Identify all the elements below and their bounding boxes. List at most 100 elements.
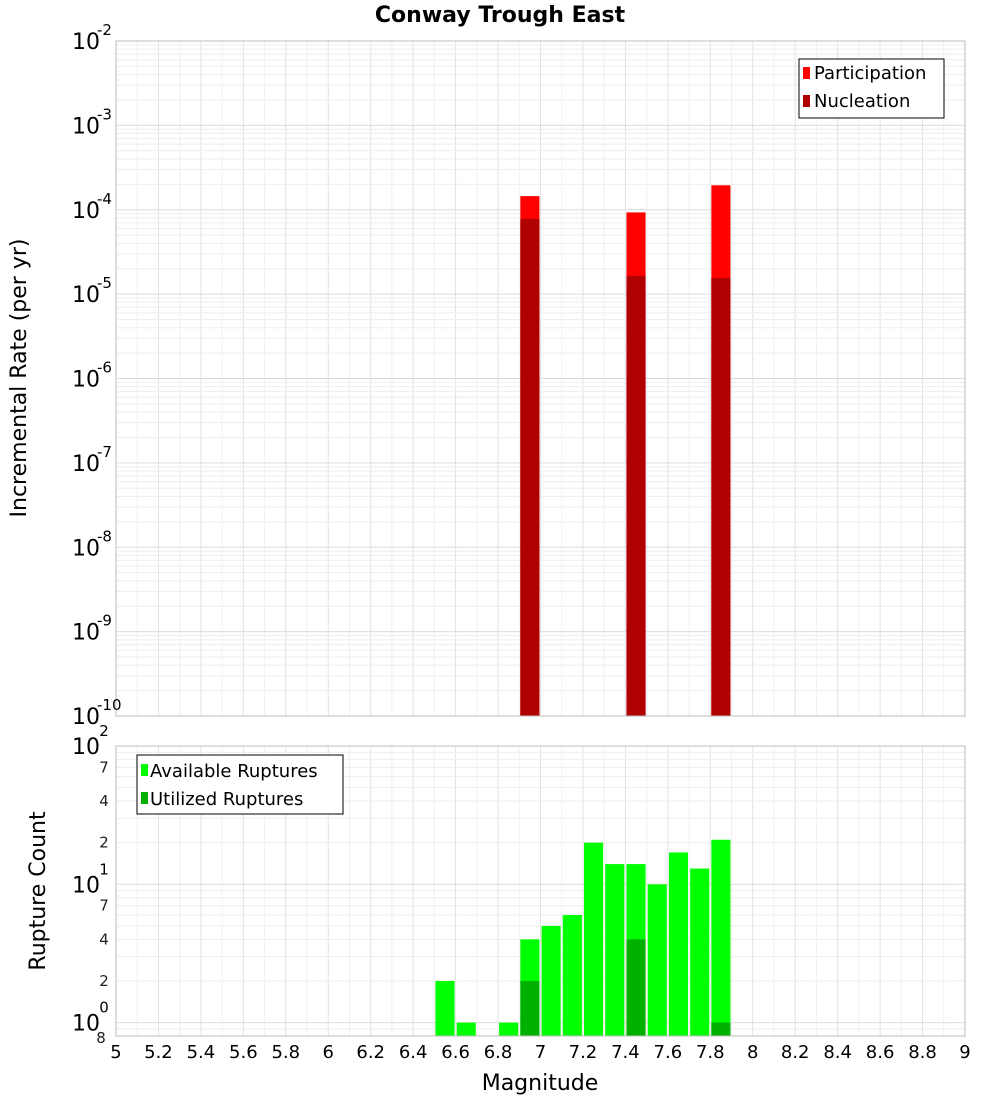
available-ruptures-bar	[711, 839, 731, 1036]
bottom-legend: Available Ruptures Utilized Ruptures	[136, 754, 344, 815]
x-ticks: 5 5.2 5.4 5.6 5.8 6 6.2 6.4 6.6 6.8 7 7.2 7.4 7.6 7.8 8…	[110, 1042, 970, 1063]
legend-swatch-nucleation	[803, 95, 810, 107]
y-minor-tick-label: 2	[99, 834, 109, 852]
svg-text:-6: -6	[97, 359, 112, 377]
x-tick-label: 6	[323, 1042, 334, 1063]
svg-text:10: 10	[72, 114, 100, 139]
y-minor-tick-label: 4	[99, 792, 109, 810]
x-tick-label: 9	[959, 1042, 970, 1063]
svg-text:-9: -9	[97, 612, 112, 630]
legend-label-utilized: Utilized Ruptures	[150, 789, 303, 810]
y-minor-tick-label: 2	[99, 972, 109, 990]
bottom-plot-border	[115, 745, 966, 1037]
legend-label-participation: Participation	[814, 63, 926, 84]
x-tick-label: 7.8	[696, 1042, 725, 1063]
svg-text:10: 10	[72, 873, 100, 898]
legend-swatch-available	[141, 764, 148, 776]
y-tick-label: 10-7	[72, 443, 112, 477]
x-tick-label: 8.8	[908, 1042, 937, 1063]
x-tick-label: 6.6	[441, 1042, 470, 1063]
nucleation-bar	[520, 218, 540, 716]
svg-text:10: 10	[72, 452, 100, 477]
top-y-axis-label: Incremental Rate (per yr)	[7, 239, 32, 518]
svg-text:10: 10	[72, 735, 100, 760]
y-tick-label: 10-9	[72, 612, 112, 646]
legend-swatch-utilized	[141, 792, 148, 804]
x-tick-label: 6.4	[399, 1042, 428, 1063]
x-tick-label: 5.2	[144, 1042, 173, 1063]
x-tick-label: 8.6	[866, 1042, 895, 1063]
svg-text:10: 10	[72, 536, 100, 561]
available-ruptures-bar	[562, 914, 582, 1036]
x-tick-label: 7.4	[611, 1042, 640, 1063]
top-grid	[116, 41, 965, 717]
available-ruptures-bar	[690, 868, 710, 1036]
x-tick-label: 6.2	[356, 1042, 385, 1063]
svg-text:10: 10	[72, 199, 100, 224]
svg-text:-5: -5	[97, 274, 112, 292]
available-ruptures-bar	[647, 884, 667, 1036]
y-minor-tick-label: 4	[99, 930, 109, 948]
x-tick-label: 5	[110, 1042, 121, 1063]
y-tick-label: 10-10	[72, 696, 122, 730]
utilized-ruptures-bar	[626, 939, 646, 1036]
svg-text:-3: -3	[97, 105, 112, 123]
svg-text:2: 2	[99, 722, 109, 740]
y-tick-label: 10-5	[72, 274, 112, 308]
svg-text:-2: -2	[97, 21, 112, 39]
x-tick-label: 7	[535, 1042, 546, 1063]
top-plot-border	[115, 40, 966, 717]
y-tick-label: 10-6	[72, 359, 112, 393]
available-ruptures-bar	[456, 1022, 476, 1036]
svg-text:0: 0	[99, 999, 109, 1017]
svg-text:-10: -10	[97, 696, 122, 714]
x-tick-label: 8.2	[781, 1042, 810, 1063]
top-legend: Participation Nucleation	[798, 58, 945, 119]
nucleation-bar	[711, 278, 731, 716]
x-tick-label: 6.8	[484, 1042, 513, 1063]
bottom-bars	[435, 839, 731, 1036]
svg-text:-4: -4	[97, 190, 112, 208]
available-ruptures-bar	[435, 980, 455, 1036]
y-minor-tick-label: 7	[99, 897, 109, 915]
y-tick-label: 10-3	[72, 105, 112, 139]
available-ruptures-bar	[541, 925, 561, 1036]
y-minor-tick-label: 7	[99, 758, 109, 776]
y-tick-label: 101	[72, 860, 109, 898]
available-ruptures-bar	[584, 842, 604, 1036]
svg-text:10: 10	[72, 30, 100, 55]
legend-label-available: Available Ruptures	[150, 761, 318, 782]
svg-text:10: 10	[72, 368, 100, 393]
y-tick-label: 10-4	[72, 190, 112, 224]
top-bars	[520, 185, 731, 717]
svg-text:10: 10	[72, 1012, 100, 1037]
available-ruptures-bar	[668, 852, 689, 1036]
y-minor-tick-label: 8	[96, 1029, 106, 1047]
svg-text:10: 10	[72, 705, 100, 730]
y-tick-label: 102	[72, 722, 109, 760]
utilized-ruptures-bar	[711, 1022, 731, 1036]
svg-text:10: 10	[72, 621, 100, 646]
x-tick-label: 7.2	[569, 1042, 598, 1063]
available-ruptures-bar	[499, 1022, 519, 1036]
x-axis-label: Magnitude	[482, 1071, 599, 1096]
top-y-ticks: 10-210-310-410-510-610-710-810-910-10	[72, 21, 122, 730]
bottom-y-axis-label: Rupture Count	[26, 811, 51, 971]
x-tick-label: 8.4	[823, 1042, 852, 1063]
svg-text:1: 1	[99, 860, 109, 878]
y-tick-label: 10-2	[72, 21, 112, 55]
x-tick-label: 8	[747, 1042, 758, 1063]
utilized-ruptures-bar	[520, 980, 540, 1036]
y-tick-label: 100	[72, 999, 109, 1037]
available-ruptures-bar	[605, 864, 625, 1036]
legend-swatch-participation	[803, 67, 810, 79]
chart-title: Conway Trough East	[375, 3, 626, 28]
x-tick-label: 7.6	[654, 1042, 683, 1063]
svg-text:-8: -8	[97, 527, 112, 545]
x-tick-label: 5.8	[271, 1042, 300, 1063]
x-tick-label: 5.6	[229, 1042, 258, 1063]
svg-text:10: 10	[72, 283, 100, 308]
svg-text:-7: -7	[97, 443, 112, 461]
